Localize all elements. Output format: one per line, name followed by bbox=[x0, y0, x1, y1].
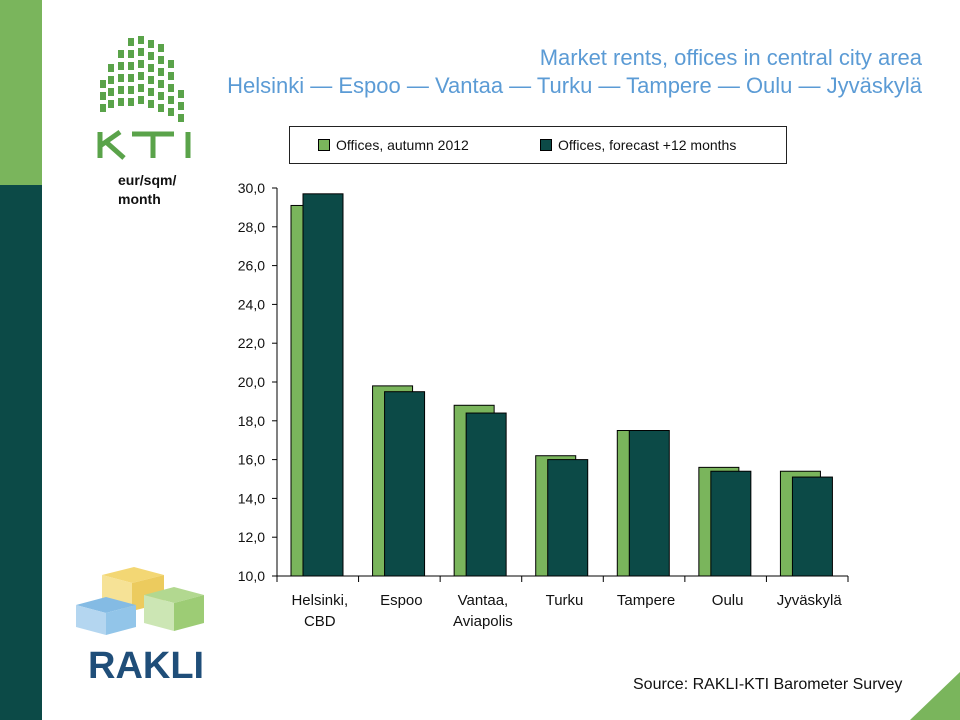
legend-item-forecast: Offices, forecast +12 months bbox=[540, 137, 736, 153]
corner-decoration bbox=[910, 672, 960, 720]
x-tick-label: Espoo bbox=[380, 592, 423, 609]
y-tick-label: 10,0 bbox=[238, 568, 265, 584]
y-tick-label: 16,0 bbox=[238, 452, 265, 468]
y-axis-unit-label: eur/sqm/ month bbox=[118, 172, 177, 207]
y-tick-label: 14,0 bbox=[238, 490, 265, 506]
rakli-wordmark: RAKLI bbox=[88, 645, 204, 683]
kti-logo bbox=[92, 34, 202, 167]
bar-forecast bbox=[302, 193, 344, 577]
bar-forecast bbox=[628, 430, 670, 577]
x-tick-label: Jyväskylä bbox=[777, 592, 843, 609]
chart-legend: Offices, autumn 2012 Offices, forecast +… bbox=[289, 126, 787, 164]
y-tick-label: 12,0 bbox=[238, 529, 265, 545]
y-tick-label: 20,0 bbox=[238, 374, 265, 390]
y-tick-label: 24,0 bbox=[238, 296, 265, 312]
chart-subtitle: Helsinki — Espoo — Vantaa — Turku — Tamp… bbox=[227, 73, 922, 98]
brand-bar-bottom bbox=[0, 185, 42, 720]
bar-forecast bbox=[791, 476, 833, 577]
y-tick-label: 28,0 bbox=[238, 219, 265, 235]
x-tick-label: Oulu bbox=[712, 592, 744, 609]
bar-forecast bbox=[547, 459, 589, 577]
x-tick-label: CBD bbox=[304, 613, 336, 630]
y-tick-label: 18,0 bbox=[238, 413, 265, 429]
legend-item-autumn-2012: Offices, autumn 2012 bbox=[318, 137, 469, 153]
bar-forecast bbox=[384, 391, 426, 577]
chart-title: Market rents, offices in central city ar… bbox=[539, 45, 922, 70]
legend-label-forecast: Offices, forecast +12 months bbox=[558, 137, 737, 153]
legend-swatch-autumn-2012 bbox=[318, 139, 330, 151]
y-tick-label: 30,0 bbox=[238, 180, 265, 196]
x-tick-label: Tampere bbox=[617, 592, 675, 609]
x-tick-label: Aviapolis bbox=[453, 613, 513, 630]
legend-label-autumn-2012: Offices, autumn 2012 bbox=[336, 137, 469, 153]
legend-swatch-forecast bbox=[540, 139, 552, 151]
brand-bar-top bbox=[0, 0, 42, 185]
bar-forecast bbox=[465, 412, 507, 577]
rakli-logo: RAKLI bbox=[72, 565, 212, 688]
x-tick-label: Turku bbox=[546, 592, 584, 609]
source-note: Source: RAKLI-KTI Barometer Survey bbox=[633, 676, 903, 693]
y-tick-label: 26,0 bbox=[238, 258, 265, 274]
y-tick-label: 22,0 bbox=[238, 335, 265, 351]
bar-forecast bbox=[710, 470, 752, 577]
x-tick-label: Vantaa, bbox=[458, 592, 509, 609]
x-tick-label: Helsinki, bbox=[291, 592, 348, 609]
